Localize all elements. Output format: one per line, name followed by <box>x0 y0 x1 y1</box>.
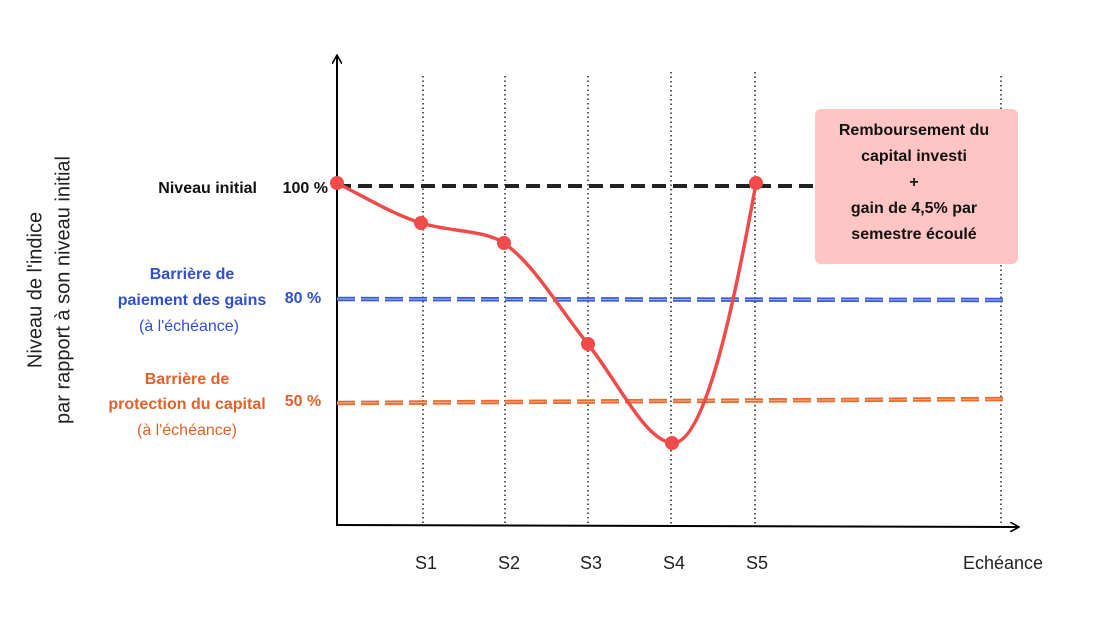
y-axis-label-line: Niveau de l'indice <box>24 212 46 368</box>
period-label: S3 <box>580 553 602 573</box>
y-axis-label-line: par rapport à son niveau initial <box>52 156 74 424</box>
index-point <box>749 176 763 190</box>
callout-line: gain de 4,5% par <box>851 200 977 217</box>
level-label: Barrière de <box>150 266 235 283</box>
level-value: 100 % <box>283 180 328 197</box>
index-point <box>497 236 511 250</box>
level-note: (à l'échéance) <box>139 318 239 335</box>
level-note: (à l'échéance) <box>137 422 237 439</box>
period-label: S4 <box>663 553 685 573</box>
level-label: Barrière de <box>145 371 230 388</box>
callout-line: capital investi <box>861 148 967 165</box>
index-point <box>665 436 679 450</box>
level-value: 50 % <box>285 393 321 410</box>
period-label: Echéance <box>963 553 1043 573</box>
level-value: 80 % <box>285 290 321 307</box>
callout-line: Remboursement du <box>839 122 989 139</box>
level-label: paiement des gains <box>118 292 267 309</box>
index-points <box>330 176 763 450</box>
x-axis <box>336 525 1018 527</box>
capital-barrier-line-highlight <box>336 398 1006 404</box>
callout-box <box>815 109 1018 264</box>
callout-line: + <box>909 174 918 191</box>
index-point <box>414 216 428 230</box>
level-label: Niveau initial <box>158 180 257 197</box>
y-axis-label: Niveau de l'indice par rapport à son niv… <box>24 156 74 424</box>
level-label: protection du capital <box>108 396 265 413</box>
gain-barrier-line-highlight <box>336 298 1006 301</box>
period-label: S2 <box>498 553 520 573</box>
period-label: S1 <box>415 553 437 573</box>
period-label: S5 <box>746 553 768 573</box>
index-point <box>330 176 344 190</box>
index-point <box>581 337 595 351</box>
callout-line: semestre écoulé <box>851 226 977 243</box>
